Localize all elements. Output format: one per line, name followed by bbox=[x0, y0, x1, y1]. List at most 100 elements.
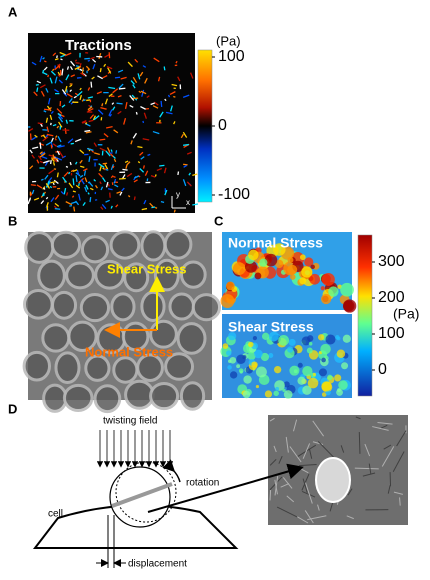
vector bbox=[65, 192, 69, 196]
vector bbox=[97, 109, 104, 115]
vector bbox=[92, 115, 97, 121]
vector bbox=[42, 160, 50, 164]
cell bbox=[24, 231, 55, 264]
panel-label: D bbox=[8, 401, 17, 416]
vector bbox=[100, 186, 104, 191]
fiber bbox=[293, 419, 298, 432]
vector bbox=[82, 99, 86, 102]
cell bbox=[62, 383, 94, 413]
vector bbox=[39, 84, 46, 89]
blob bbox=[278, 334, 290, 346]
vector bbox=[74, 92, 78, 96]
vector bbox=[112, 88, 119, 94]
vector bbox=[139, 151, 144, 156]
magnetic-moment bbox=[111, 482, 173, 508]
vector bbox=[132, 76, 138, 84]
vector bbox=[125, 164, 128, 169]
vector bbox=[50, 197, 55, 203]
vector bbox=[69, 89, 73, 93]
vector bbox=[46, 126, 50, 133]
sem-bead bbox=[315, 457, 351, 503]
vector bbox=[39, 55, 43, 63]
vector bbox=[82, 73, 87, 77]
vector bbox=[102, 74, 108, 79]
cell bbox=[140, 230, 167, 262]
blob bbox=[247, 351, 256, 361]
vector bbox=[89, 196, 92, 203]
vector bbox=[170, 105, 173, 112]
fiber bbox=[355, 416, 361, 420]
vector bbox=[169, 91, 176, 96]
vector bbox=[160, 201, 165, 204]
vector bbox=[33, 91, 38, 97]
vector bbox=[54, 65, 60, 71]
blob bbox=[287, 346, 294, 353]
vector bbox=[130, 80, 135, 85]
vector bbox=[144, 170, 149, 176]
vector bbox=[29, 165, 34, 170]
vector bbox=[52, 123, 57, 127]
vector bbox=[52, 162, 56, 166]
blob bbox=[341, 362, 349, 370]
vector bbox=[45, 87, 49, 93]
blob bbox=[321, 272, 335, 286]
axis-label: y bbox=[176, 190, 180, 199]
fiber bbox=[286, 495, 295, 503]
blob bbox=[243, 375, 252, 384]
vector bbox=[154, 206, 158, 209]
axes-indicator bbox=[171, 196, 186, 209]
vector bbox=[62, 176, 67, 183]
vector bbox=[98, 163, 105, 169]
vector bbox=[54, 194, 60, 200]
vector bbox=[102, 167, 105, 170]
blob bbox=[283, 390, 293, 399]
vector bbox=[81, 67, 84, 75]
vector bbox=[143, 112, 147, 119]
blob bbox=[335, 335, 340, 340]
vector bbox=[81, 121, 87, 124]
vector bbox=[118, 87, 126, 90]
blob bbox=[327, 374, 333, 381]
vector bbox=[192, 173, 198, 177]
vector bbox=[73, 95, 77, 99]
vector bbox=[56, 125, 60, 129]
blob bbox=[282, 388, 286, 392]
vector bbox=[36, 87, 39, 92]
cell bbox=[179, 381, 206, 411]
vector bbox=[101, 203, 107, 210]
vector bbox=[74, 65, 81, 70]
vector bbox=[50, 141, 54, 148]
vector bbox=[72, 190, 76, 193]
vector bbox=[127, 61, 133, 68]
vector bbox=[31, 189, 35, 195]
vector bbox=[39, 142, 42, 149]
vector bbox=[115, 150, 118, 154]
vector bbox=[87, 106, 93, 111]
vector bbox=[49, 114, 53, 121]
vector bbox=[30, 184, 36, 186]
bead-rotated bbox=[115, 461, 177, 523]
vector bbox=[83, 170, 87, 176]
panel-label: B bbox=[8, 213, 17, 228]
vector bbox=[130, 140, 133, 145]
vector bbox=[132, 84, 136, 89]
fiber bbox=[399, 497, 401, 506]
vector bbox=[110, 175, 114, 179]
vector bbox=[152, 130, 160, 135]
vector bbox=[110, 205, 113, 209]
sem-texture bbox=[269, 416, 407, 524]
vector bbox=[72, 169, 78, 172]
vector bbox=[50, 110, 54, 114]
vector bbox=[111, 106, 116, 111]
cell bbox=[50, 230, 82, 259]
vector bbox=[113, 181, 116, 184]
blob bbox=[259, 258, 268, 267]
vector bbox=[37, 155, 42, 161]
vector bbox=[36, 184, 43, 189]
blob bbox=[321, 357, 326, 363]
vector bbox=[39, 160, 44, 164]
vector bbox=[76, 90, 83, 97]
arrow-label: Shear Stress bbox=[107, 261, 187, 276]
blob bbox=[307, 377, 319, 389]
blob bbox=[255, 366, 267, 378]
